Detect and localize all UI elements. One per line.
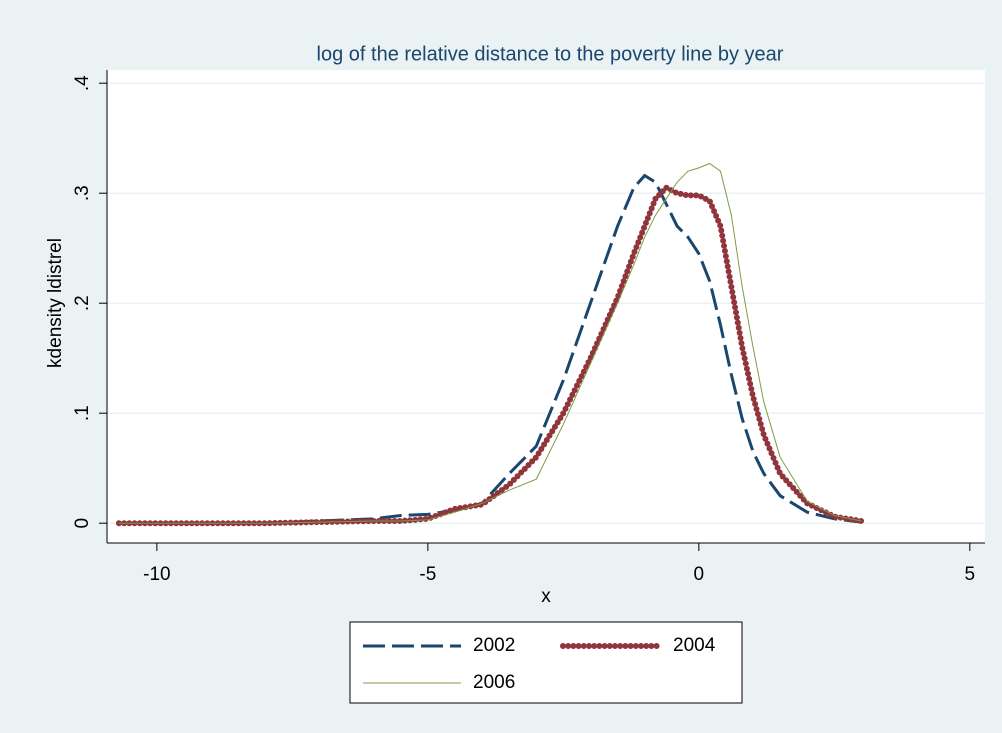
chart-title: log of the relative distance to the pove… xyxy=(317,43,784,65)
y-tick-label: .1 xyxy=(72,405,93,421)
legend xyxy=(349,621,743,704)
y-tick-label: .3 xyxy=(72,185,93,201)
y-axis-label: kdensity ldistrel xyxy=(45,238,66,368)
x-tick-label: 5 xyxy=(965,564,976,585)
legend-label: 2006 xyxy=(473,672,515,693)
y-tick-label: .4 xyxy=(72,75,93,91)
x-axis-label: x xyxy=(541,586,551,607)
legend-label: 2002 xyxy=(473,635,515,656)
x-tick-label: -10 xyxy=(143,564,170,585)
plot-area xyxy=(107,70,985,543)
series-line xyxy=(118,162,862,524)
x-tick-label: -5 xyxy=(419,564,436,585)
x-tick-label: 0 xyxy=(694,564,705,585)
series-line xyxy=(118,173,862,525)
legend-label: 2004 xyxy=(673,635,716,656)
y-tick-label: 0 xyxy=(72,518,93,529)
y-tick-label: .2 xyxy=(72,295,93,311)
